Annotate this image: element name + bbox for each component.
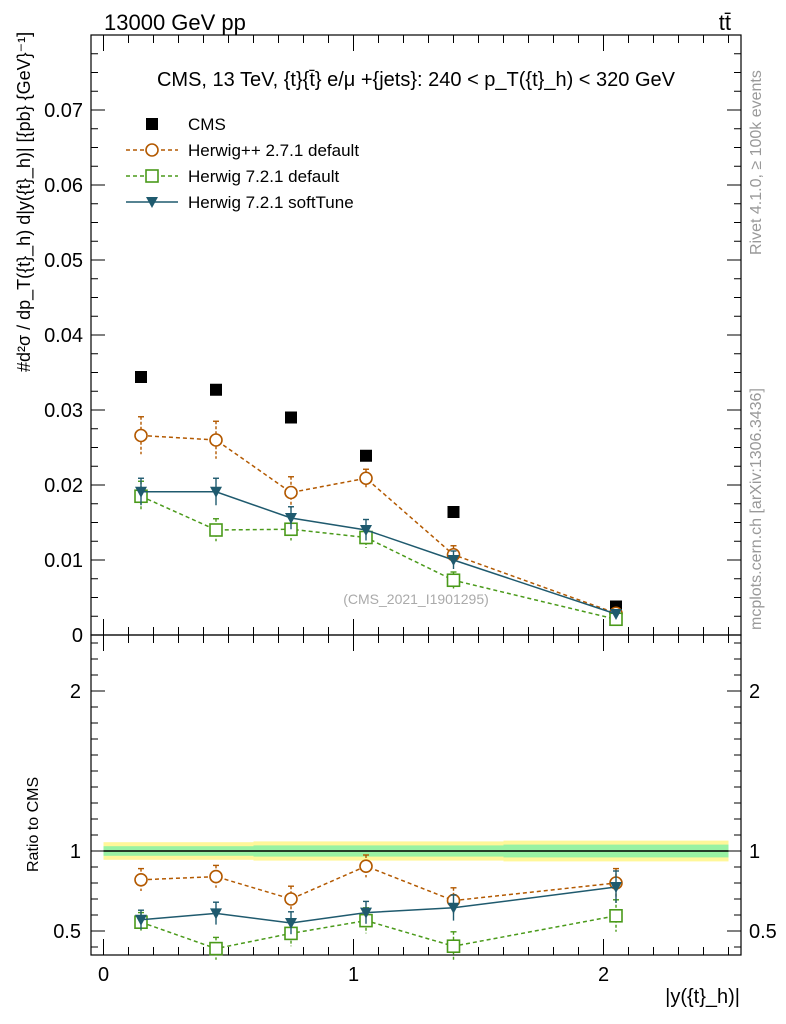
- analysis-watermark: (CMS_2021_I1901295): [343, 591, 489, 607]
- ratio-y-ticks: 0.5 0.5 1 1 2 2: [53, 642, 777, 948]
- main-y-tick-label: 0.02: [44, 475, 83, 497]
- ratio-point-herwig-7-2-1-default: [446, 939, 461, 954]
- ratio-point-herwig-7-2-1-default: [209, 941, 223, 956]
- main-point-cms: [447, 506, 460, 518]
- ratio-y-tick-label: 0.5: [53, 921, 81, 943]
- main-point-herwig-2-7-1-default: [359, 471, 373, 486]
- main-x-ticks: [103, 35, 729, 635]
- main-y-tick-label: 0.01: [44, 550, 83, 572]
- main-y-tick-label: 0.04: [44, 325, 83, 347]
- ratio-y-tick-label-right: 1: [749, 841, 760, 863]
- ratio-panel: Ratio to CMS 0.5 0.5 1 1 2 2 0 1 2 |y({t}_h)|: [25, 634, 777, 1008]
- main-series-layer: [134, 371, 623, 627]
- main-point-herwig-2-7-1-default: [134, 428, 148, 443]
- ratio-line-herwig-7-2-1-default: [140, 915, 617, 950]
- ratio-point-herwig-7-2-1-softtune: [447, 902, 460, 914]
- legend-marker-herwig-2-7-1-default: [145, 143, 159, 157]
- main-y-ticks: 0 0.01 0.02 0.03 0.04 0.05 0.06 0.07: [44, 53, 741, 647]
- main-y-tick-label: 0.06: [44, 175, 83, 197]
- main-point-cms: [135, 371, 147, 383]
- ratio-point-herwig-7-2-1-softtune: [210, 908, 222, 920]
- main-point-herwig-2-7-1-default: [209, 433, 223, 447]
- ratio-point-herwig-7-2-1-softtune: [135, 914, 147, 926]
- main-point-herwig-7-2-1-softtune: [447, 555, 460, 566]
- header-left-label: 13000 GeV pp: [104, 10, 246, 35]
- mcplots-label: mcplots.cern.ch [arXiv:1306.3436]: [748, 388, 765, 630]
- main-y-tick-label: 0: [72, 625, 83, 647]
- main-point-cms: [210, 383, 222, 396]
- main-y-tick-label: 0.05: [44, 250, 83, 272]
- main-point-herwig-7-2-1-softtune: [135, 486, 147, 498]
- ratio-y-tick-label: 2: [70, 681, 81, 703]
- main-point-herwig-7-2-1-default: [209, 523, 223, 537]
- main-point-herwig-2-7-1-default: [284, 485, 298, 500]
- legend-label-herwig-7-2-1-softtune: Herwig 7.2.1 softTune: [188, 193, 354, 212]
- ratio-line-herwig-7-2-1-softtune: [140, 886, 617, 924]
- main-point-herwig-7-2-1-softtune: [285, 513, 297, 524]
- main-y-tick-label: 0.07: [44, 100, 83, 122]
- ratio-point-herwig-2-7-1-default: [209, 869, 223, 884]
- ratio-y-axis-label: Ratio to CMS: [25, 777, 42, 872]
- x-tick-label: 2: [598, 964, 609, 986]
- ratio-point-herwig-2-7-1-default: [284, 892, 298, 906]
- ratio-uncertainty-bands: [103, 840, 729, 862]
- main-line-herwig-2-7-1-default: [140, 434, 617, 614]
- ratio-y-tick-label-right: 0.5: [749, 921, 777, 943]
- x-tick-label: 1: [348, 964, 359, 986]
- legend-label-herwig-7-2-1-default: Herwig 7.2.1 default: [188, 167, 339, 186]
- ratio-point-herwig-7-2-1-softtune: [285, 918, 297, 929]
- ratio-series-layer: [134, 854, 623, 961]
- ratio-x-ticks: 0 1 2: [98, 635, 729, 986]
- legend-label-herwig-2-7-1-default: Herwig++ 2.7.1 default: [188, 141, 359, 160]
- main-y-tick-label: 0.03: [44, 400, 83, 422]
- legend-marker-herwig-7-2-1-default: [145, 169, 159, 183]
- x-axis-label: |y({t}_h)|: [665, 986, 740, 1008]
- main-title: CMS, 13 TeV, {t}{t̄} e/μ +{jets}: 240 < …: [157, 69, 676, 91]
- ratio-y-tick-label: 1: [70, 841, 81, 863]
- ratio-plot-area: [90, 634, 742, 956]
- x-tick-label: 0: [98, 964, 109, 986]
- ratio-y-tick-label-right: 2: [749, 681, 760, 703]
- legend-marker-herwig-7-2-1-softtune: [146, 197, 158, 208]
- main-line-herwig-7-2-1-default: [140, 495, 617, 620]
- ratio-point-herwig-7-2-1-softtune: [610, 882, 622, 893]
- main-point-herwig-7-2-1-default: [446, 573, 461, 588]
- ratio-point-herwig-2-7-1-default: [359, 859, 373, 874]
- main-point-cms: [285, 411, 297, 424]
- main-line-herwig-7-2-1-softtune: [141, 491, 617, 615]
- header-right-label: tt̄: [719, 10, 731, 35]
- ratio-point-herwig-7-2-1-softtune: [360, 907, 372, 919]
- legend: CMS Herwig++ 2.7.1 default Herwig 7.2.1 de…: [126, 115, 359, 212]
- main-point-cms: [360, 449, 372, 462]
- main-point-herwig-7-2-1-softtune: [610, 609, 622, 620]
- main-panel: CMS, 13 TeV, {t}{t̄} e/μ +{jets}: 240 < …: [14, 32, 742, 647]
- legend-marker-cms: [146, 118, 158, 130]
- ratio-frame: [90, 634, 742, 956]
- main-y-axis-label: #d²σ / dp_T({t}_h) d|y({t}_h)| [{pb} {Ge…: [14, 32, 35, 372]
- ratio-point-herwig-7-2-1-default: [609, 908, 623, 923]
- legend-label-cms: CMS: [188, 115, 226, 134]
- main-point-herwig-7-2-1-softtune: [360, 525, 372, 536]
- main-point-herwig-7-2-1-softtune: [210, 486, 222, 498]
- ratio-point-herwig-2-7-1-default: [134, 872, 148, 887]
- rivet-version-label: Rivet 4.1.0, ≥ 100k events: [748, 70, 765, 255]
